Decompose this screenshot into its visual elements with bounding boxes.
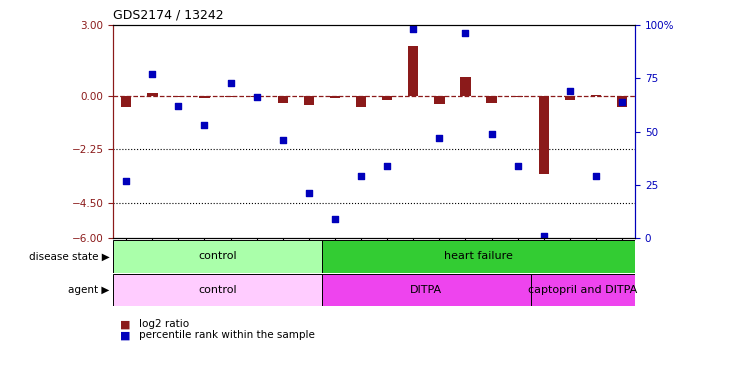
Point	[460, 30, 472, 36]
Bar	[486, 96, 497, 103]
Text: agent ▶: agent ▶	[68, 285, 110, 295]
Bar	[356, 96, 366, 108]
Point	[303, 190, 315, 196]
Point	[225, 79, 237, 86]
Bar	[617, 96, 627, 108]
Point	[485, 131, 497, 137]
Bar	[460, 77, 471, 96]
Text: disease state ▶: disease state ▶	[28, 251, 109, 262]
Text: ■: ■	[120, 330, 131, 340]
Bar	[199, 96, 210, 98]
Point	[329, 216, 341, 222]
Point	[512, 162, 523, 169]
Bar	[251, 96, 262, 98]
Bar	[434, 96, 445, 104]
Point	[616, 99, 628, 105]
Bar	[322, 240, 635, 273]
Text: heart failure: heart failure	[444, 251, 513, 262]
Text: GDS2174 / 13242: GDS2174 / 13242	[113, 8, 224, 21]
Point	[590, 173, 602, 179]
Point	[147, 71, 158, 77]
Text: ■: ■	[120, 319, 131, 329]
Bar	[113, 274, 322, 306]
Text: captopril and DITPA: captopril and DITPA	[529, 285, 637, 295]
Bar	[408, 46, 418, 96]
Bar	[382, 96, 393, 99]
Bar	[531, 274, 635, 306]
Bar	[330, 96, 340, 98]
Point	[199, 122, 210, 128]
Bar	[564, 96, 575, 100]
Text: control: control	[199, 285, 237, 295]
Bar	[226, 96, 236, 97]
Point	[356, 173, 367, 179]
Text: percentile rank within the sample: percentile rank within the sample	[139, 330, 315, 340]
Bar	[121, 96, 131, 107]
Point	[172, 103, 184, 109]
Point	[564, 88, 576, 94]
Bar	[322, 274, 531, 306]
Point	[407, 26, 419, 32]
Text: control: control	[199, 251, 237, 262]
Bar	[113, 240, 322, 273]
Point	[538, 233, 550, 239]
Point	[120, 177, 132, 184]
Point	[277, 137, 288, 143]
Bar	[173, 96, 184, 98]
Point	[381, 162, 393, 169]
Bar	[147, 93, 158, 96]
Bar	[277, 96, 288, 103]
Bar	[539, 96, 549, 174]
Bar	[512, 96, 523, 98]
Text: log2 ratio: log2 ratio	[139, 319, 189, 329]
Text: DITPA: DITPA	[410, 285, 442, 295]
Point	[251, 94, 263, 101]
Point	[434, 135, 445, 141]
Bar	[304, 96, 314, 105]
Bar	[591, 95, 602, 96]
